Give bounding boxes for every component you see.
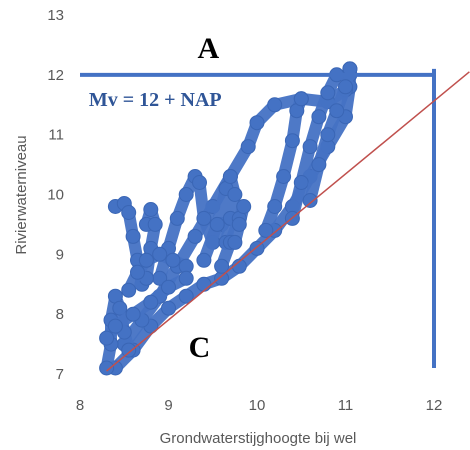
scatter-point — [302, 139, 318, 155]
reference-line-diagonal — [106, 71, 470, 372]
y-tick-label: 9 — [56, 246, 64, 263]
scatter-point — [231, 216, 247, 232]
x-axis-ticks: 8 9 10 11 12 — [76, 397, 443, 414]
scatter-point — [187, 228, 203, 244]
scatter-point — [258, 222, 274, 238]
scatter-point — [121, 205, 137, 220]
scatter-point — [214, 258, 230, 274]
scatter-point — [169, 210, 185, 226]
scatter-point — [276, 169, 292, 184]
annotation-mv-label: Mv = 12 + NAP — [89, 89, 222, 111]
x-tick-label: 12 — [426, 397, 443, 414]
y-tick-label: 11 — [48, 127, 64, 144]
scatter-point — [293, 175, 309, 190]
scatter-point — [249, 115, 265, 131]
y-tick-label: 12 — [47, 67, 64, 84]
scatter-point — [152, 246, 168, 262]
scatter-point — [130, 264, 145, 280]
y-tick-label: 7 — [56, 366, 64, 383]
scatter-point — [143, 294, 159, 310]
scatter-point — [196, 276, 212, 292]
scatter-point — [125, 306, 141, 322]
scatter-point — [267, 97, 283, 113]
scatter-point — [227, 187, 243, 202]
scatter-point — [320, 127, 336, 143]
scatter-cluster-1 — [109, 62, 356, 374]
scatter-point — [196, 210, 212, 226]
scatter-point — [329, 103, 345, 119]
scatter-point — [147, 216, 163, 232]
y-tick-label: 10 — [47, 187, 64, 204]
scatter-point — [222, 169, 238, 184]
scatter-point — [192, 175, 207, 190]
scatter-point — [121, 342, 137, 358]
y-tick-label: 8 — [56, 306, 64, 323]
scatter-point — [311, 157, 327, 173]
scatter-point — [178, 187, 194, 202]
scatter-point — [165, 252, 181, 268]
x-tick-label: 9 — [164, 397, 172, 414]
annotation-letter-c: C — [189, 331, 211, 364]
scatter-point — [293, 91, 309, 107]
scatter-point — [284, 133, 300, 149]
scatter-point — [267, 199, 283, 214]
x-tick-label: 10 — [249, 397, 266, 414]
scatter-point — [311, 109, 327, 125]
scatter-point — [178, 270, 194, 286]
y-axis-title: Rivierwaterniveau — [13, 135, 30, 254]
scatter-point — [236, 199, 252, 214]
scatter-point — [227, 234, 243, 250]
scatter-point — [231, 258, 247, 274]
scatter-point — [107, 318, 123, 334]
x-tick-label: 11 — [338, 397, 354, 414]
scatter-point — [161, 279, 176, 295]
scatter-point — [196, 252, 212, 268]
plot-area — [99, 61, 358, 376]
x-tick-label: 8 — [76, 397, 84, 414]
reference-lines — [80, 68, 470, 372]
annotations: A Mv = 12 + NAP C — [89, 32, 222, 364]
scatter-point — [320, 85, 336, 101]
scatter-point — [121, 282, 137, 298]
y-tick-label: 13 — [47, 7, 64, 24]
scatter-point — [302, 193, 318, 208]
scatter-point — [240, 139, 256, 155]
scatter-point — [112, 300, 128, 316]
scatter-point — [99, 330, 115, 346]
scatter-point — [143, 202, 159, 217]
scatter-point — [125, 228, 141, 244]
scatter-point — [138, 252, 154, 268]
y-axis-ticks: 7 8 9 10 11 12 13 — [47, 7, 64, 383]
scatter-point — [99, 360, 115, 376]
x-axis-title: Grondwaterstijghoogte bij wel — [160, 430, 357, 447]
annotation-letter-a: A — [197, 32, 219, 65]
scatter-point — [338, 79, 353, 95]
scatter-point — [178, 288, 194, 304]
scatter-point — [209, 216, 225, 232]
scatter-point — [161, 300, 176, 316]
